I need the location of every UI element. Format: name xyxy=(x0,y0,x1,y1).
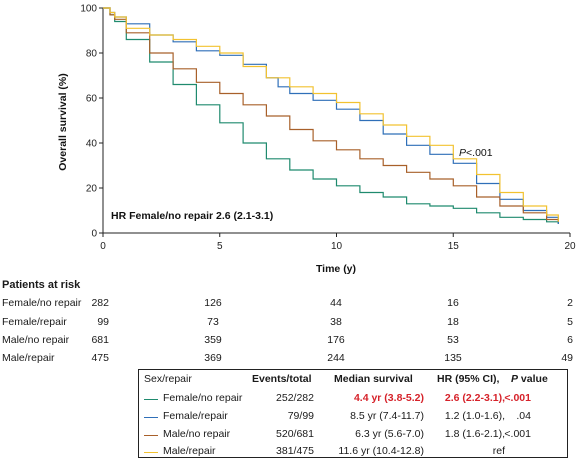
x-tick-label: 15 xyxy=(448,241,460,252)
risk-value: 359 xyxy=(204,334,222,346)
legend-header-median: Median survival xyxy=(334,373,413,385)
legend-cell-p: <.001 xyxy=(504,392,531,404)
risk-value: 369 xyxy=(204,352,222,364)
risk-value: 38 xyxy=(330,316,342,328)
risk-value: 73 xyxy=(207,316,219,328)
y-tick-label: 60 xyxy=(86,94,98,105)
risk-value: 126 xyxy=(204,297,222,309)
y-tick-label: 20 xyxy=(86,184,98,195)
legend-cell-events: 79/99 xyxy=(287,410,314,422)
chart-axes: 0 20 40 60 80 100 0 5 10 15 20 xyxy=(80,4,576,253)
series-line-male-no-repair xyxy=(103,7,559,222)
legend-cell-group: Male/repair xyxy=(163,445,216,457)
p-symbol: P xyxy=(459,147,466,159)
x-axis-title: Time (y) xyxy=(316,263,356,275)
legend-cell-events: 381/475 xyxy=(276,445,314,457)
legend-cell-group: Female/no repair xyxy=(163,392,243,404)
legend-cell-median: 8.5 yr (7.4-11.7) xyxy=(350,410,424,422)
risk-value: 6 xyxy=(567,334,573,346)
legend-cell-p: .04 xyxy=(516,410,531,422)
legend-cell-p: <.001 xyxy=(504,428,531,440)
y-tick-label: 0 xyxy=(91,229,97,240)
risk-value: 2 xyxy=(567,297,573,309)
legend-cell-group: Male/no repair xyxy=(163,428,231,440)
p-value-annotation: P<.001 xyxy=(459,147,493,159)
legend-swatch xyxy=(144,452,158,453)
legend-header-p: P value xyxy=(511,373,548,385)
legend-header-events: Events/total xyxy=(252,373,312,385)
legend-table: Sex/repair Events/total Median survival … xyxy=(138,369,568,458)
risk-value: 475 xyxy=(91,352,109,364)
risk-value: 99 xyxy=(97,316,109,328)
legend-header-group: Sex/repair xyxy=(144,373,192,385)
risk-row-label: Female/repair xyxy=(2,316,67,328)
y-tick-label: 100 xyxy=(80,4,97,15)
risk-value: 681 xyxy=(91,334,109,346)
legend-swatch xyxy=(144,417,158,418)
risk-value: 135 xyxy=(444,352,462,364)
legend-cell-median: 11.6 yr (10.4-12.8) xyxy=(338,445,424,457)
p-threshold: <.001 xyxy=(466,147,493,159)
risk-value: 18 xyxy=(447,316,459,328)
legend-header-hr: HR (95% CI), xyxy=(437,373,500,385)
risk-value: 16 xyxy=(447,297,459,309)
risk-value: 244 xyxy=(327,352,345,364)
legend-cell-median: 6.3 yr (5.6-7.0) xyxy=(355,428,424,440)
risk-value: 53 xyxy=(447,334,459,346)
legend-cell-group: Female/repair xyxy=(163,410,228,422)
x-tick-label: 10 xyxy=(331,241,343,252)
legend-cell-events: 520/681 xyxy=(276,428,314,440)
y-tick-label: 40 xyxy=(86,139,98,150)
legend-cell-hr: 2.6 (2.2-3.1), xyxy=(444,392,505,404)
legend-swatch xyxy=(144,399,158,400)
y-tick-label: 80 xyxy=(86,49,98,60)
legend-cell-median: 4.4 yr (3.8-5.2) xyxy=(353,392,424,404)
legend-header-p-rest: value xyxy=(518,373,548,385)
legend-cell-events: 252/282 xyxy=(276,392,314,404)
legend-header-p-italic: P xyxy=(511,373,519,385)
legend-cell-hr: 1.2 (1.0-1.6), xyxy=(444,410,505,422)
series-line-male-repair xyxy=(103,7,559,222)
series-line-female-repair xyxy=(103,7,559,224)
risk-row-label: Male/repair xyxy=(2,352,55,364)
risk-value: 49 xyxy=(561,352,573,364)
risk-row-label: Male/no repair xyxy=(2,334,70,346)
hr-annotation: HR Female/no repair 2.6 (2.1-3.1) xyxy=(111,210,273,222)
y-axis-title: Overall survival (%) xyxy=(57,73,69,170)
series-line-female-no-repair xyxy=(103,7,559,224)
x-tick-label: 0 xyxy=(100,241,106,252)
risk-value: 282 xyxy=(91,297,109,309)
legend-cell-hr: 1.8 (1.6-2.1), xyxy=(444,428,505,440)
risk-row-label: Female/no repair xyxy=(2,297,82,309)
risk-value: 5 xyxy=(567,316,573,328)
risk-table-title: Patients at risk xyxy=(2,279,81,291)
chart-series xyxy=(103,7,559,224)
x-tick-label: 5 xyxy=(217,241,223,252)
risk-value: 44 xyxy=(330,297,342,309)
legend-swatch xyxy=(144,435,158,436)
legend-cell-hr: ref xyxy=(492,445,505,457)
risk-value: 176 xyxy=(327,334,345,346)
x-tick-label: 20 xyxy=(564,241,576,252)
